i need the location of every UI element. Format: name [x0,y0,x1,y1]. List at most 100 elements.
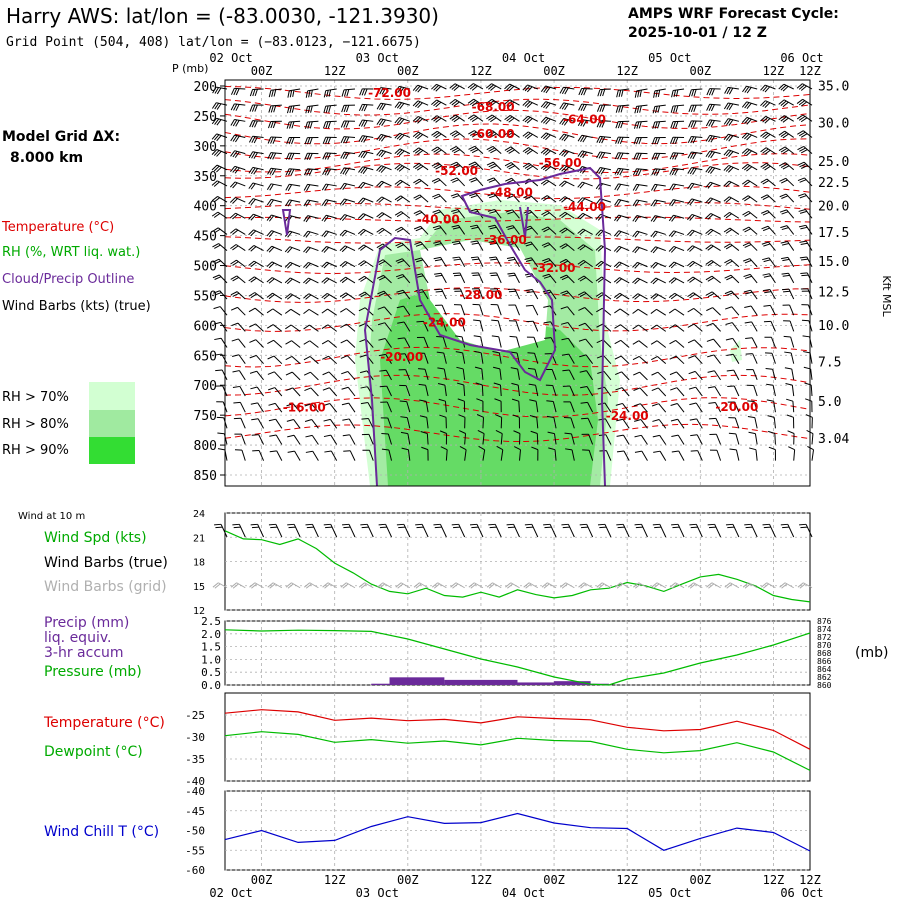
wind-barb [504,130,520,139]
wind10-barb-grid [230,582,246,589]
wind-barb [492,366,502,380]
precip-ytick: 2.5 [201,615,221,628]
wind-barb [614,339,630,348]
wind-barb [322,371,338,381]
wind-barb [286,403,301,413]
wind-barb [248,135,264,144]
wind-barb [760,178,776,187]
rh80-swatch [89,410,135,437]
wind-barb [541,195,557,203]
wind-barb [723,133,740,142]
wind-barb [614,324,630,332]
wind-barb [486,98,502,107]
wind-barb [321,308,337,316]
wind-barb [381,448,393,461]
p-tick-label: 300 [194,140,217,155]
profile-grid [225,80,810,486]
wind10-barb-true [652,523,667,538]
legend-temp2: Temperature (°C) [43,715,165,731]
wind10-barb-grid [797,582,813,589]
wind-barb [506,225,520,235]
wind-barb [668,245,685,253]
wind-barb [781,256,795,267]
wind-barb [741,179,758,187]
wind-barb [760,131,776,140]
wind-barb [504,146,520,155]
wind-barb [530,430,539,445]
wind-barb [705,166,721,174]
wind-barb [361,417,374,429]
wind-barb [670,402,685,413]
wind-barb [595,167,612,175]
wind-barb [232,370,246,381]
pressure-ytick: 870 [817,641,832,650]
wind-barb [304,387,319,397]
temp-contour [224,374,811,396]
wind-barb [304,419,319,429]
wind10-barb-true [689,523,703,538]
wind-barb [339,292,356,300]
wind-barb [708,417,722,429]
wind-barb [650,199,666,207]
kft-tick-label: 7.5 [818,355,841,370]
legend-temperature: Temperature (°C) [1,220,114,235]
wind-barb [453,304,466,316]
wind-barb [508,304,520,316]
wind10-barb-true [780,523,795,538]
wind-barb [705,244,721,252]
wind-barb [455,351,466,364]
wind-barb [613,214,630,222]
wind-barb [431,177,447,187]
wind-barb [669,355,685,365]
chill-ytick: -50 [185,825,205,838]
wind-barb [765,368,776,380]
wind-barb [687,307,703,316]
wind-barb [595,276,612,284]
precip-ytick: 2.0 [201,628,221,641]
legend-rh80: RH > 80% [2,417,69,432]
wind-barb [781,272,795,284]
wind-barb [358,103,374,112]
wind-barb [213,290,228,300]
wind10-barb-grid [267,582,283,589]
wind-barb [212,243,228,251]
wind-barb [474,366,484,380]
wind-barb [305,450,319,461]
wind10-barb-grid [724,582,740,589]
wind-barb [376,118,392,126]
wind-barb [668,277,685,284]
wind-barb [304,403,319,413]
wind-barb [766,383,776,397]
wind-barb [431,83,447,92]
wind-barb [687,213,703,221]
wind-barb [230,244,246,251]
wind-barb [560,290,575,300]
wind-barb [633,152,648,161]
date-label-bottom: 05 Oct [648,886,691,900]
wind-barb [504,83,520,92]
rh-area-2 [730,340,742,362]
wind10-barb-true [232,523,246,538]
temp-ytick: -40 [185,775,205,788]
wind-barb [212,86,228,95]
wind-barb [526,336,539,348]
legend-precip-3: 3-hr accum [44,645,124,661]
wind-barb [229,212,246,220]
wind-barb [743,258,758,268]
wind-barb [266,261,283,269]
wind-barb [727,385,740,397]
wind-barb [748,431,758,445]
wind-barb [322,387,338,397]
wind-barb [668,230,685,238]
wind-barb [339,245,356,253]
precip-bar [371,683,390,685]
cloud-outline-segment [363,166,607,487]
wind-barb [707,386,722,397]
wind-barb [230,150,246,158]
wind-barb [525,288,539,300]
wind-barb [359,338,374,348]
wind-barb [540,85,557,94]
wind-barb [687,182,703,190]
wind-barb [324,450,338,461]
